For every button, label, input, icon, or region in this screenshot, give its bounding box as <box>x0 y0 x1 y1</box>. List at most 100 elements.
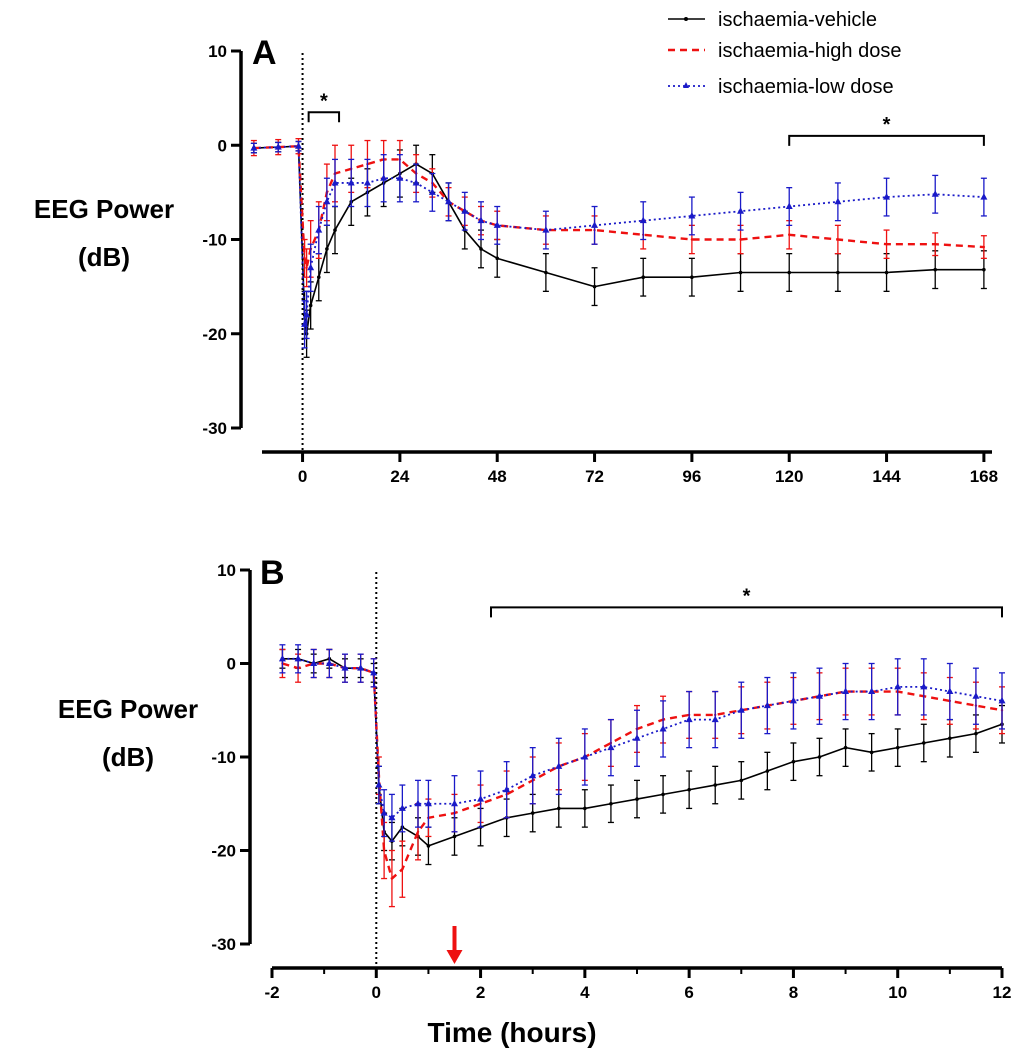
panel-a-point-low-dose <box>883 193 891 200</box>
panel-b-point-low-dose <box>380 809 388 816</box>
panel-a-point-vehicle <box>690 275 694 280</box>
panel-b-point-low-dose <box>370 668 378 676</box>
panel-a-point-low-dose <box>274 143 282 150</box>
panel-a-x-tick-label: 144 <box>872 467 901 486</box>
panel-a-point-low-dose <box>834 197 842 205</box>
panel-a-label: A <box>252 34 277 72</box>
panel-b-point-low-dose <box>375 781 383 788</box>
panel-a-y-tick-label: -30 <box>202 419 227 438</box>
panel-b-point-vehicle <box>583 806 587 811</box>
panel-b-point-low-dose <box>842 687 850 695</box>
panel-a-point-low-dose <box>542 226 550 233</box>
panel-b-significance-bracket <box>490 606 1003 618</box>
panel-a-point-high-dose <box>885 243 888 246</box>
panel-b-point-low-dose <box>711 715 719 723</box>
legend: ischaemia-vehicle ischaemia-high dose is… <box>668 9 901 98</box>
panel-a-point-low-dose <box>980 193 988 200</box>
panel-a-point-high-dose <box>305 266 308 269</box>
panel-a-point-vehicle <box>308 303 313 308</box>
panel-b-point-low-dose <box>325 659 333 666</box>
panel-a-point-low-dose <box>461 207 469 214</box>
panel-b-point-low-dose <box>477 795 485 802</box>
panel-b-point-vehicle <box>609 801 613 806</box>
legend-label-low-dose: ischaemia-low dose <box>718 76 894 98</box>
panel-a-line-high-dose <box>253 144 984 269</box>
panel-a-x-tick-label: 24 <box>390 467 409 486</box>
panel-a-x-tick-label: 96 <box>682 467 701 486</box>
panel-b-point-low-dose <box>357 664 365 671</box>
panel-a-point-low-dose <box>477 216 485 224</box>
panel-b-point-low-dose <box>529 771 537 779</box>
panel-b-x-tick-label: 10 <box>888 983 907 1002</box>
panel-b-point-low-dose <box>398 804 406 811</box>
panel-b-point-vehicle <box>635 797 639 801</box>
panel-b-y-axis-unit: (dB) <box>102 742 154 772</box>
legend-marker-vehicle <box>684 17 688 21</box>
panel-b-x-tick-label: 8 <box>789 983 798 1002</box>
panel-b-point-low-dose <box>920 682 928 690</box>
panel-b-y-tick-label: -20 <box>211 842 236 861</box>
panel-b-y-tick-label: 0 <box>227 655 236 674</box>
panel-a-y-axis-unit: (dB) <box>78 242 130 272</box>
panel-b-x-tick-label: -2 <box>264 983 279 1002</box>
panel-a-point-vehicle <box>544 270 548 275</box>
panel-b-label: B <box>260 554 285 592</box>
panel-a-point-low-dose <box>363 178 371 186</box>
panel-b-significance-star: * <box>743 585 751 607</box>
panel-a-point-low-dose <box>380 174 388 181</box>
panel-a-x-tick-label: 48 <box>488 467 507 486</box>
panel-a-point-low-dose <box>331 178 339 186</box>
panel-a-point-vehicle <box>325 247 329 251</box>
panel-a-point-high-dose <box>934 243 937 246</box>
panel-b-point-low-dose <box>633 734 641 741</box>
legend-item-high-dose: ischaemia-high dose <box>668 40 901 62</box>
panel-a-point-high-dose <box>690 238 694 241</box>
panel-a-point-low-dose <box>493 221 501 228</box>
panel-a-significance-bracket <box>307 111 341 123</box>
panel-b-point-low-dose <box>607 743 615 751</box>
panel-a-point-low-dose <box>639 216 647 224</box>
legend-item-low-dose: ischaemia-low dose <box>668 76 894 98</box>
panel-b-point-vehicle <box>895 745 900 750</box>
panel-b-point-low-dose <box>388 813 396 821</box>
panel-a-point-low-dose <box>347 178 355 186</box>
panel-a-point-high-dose <box>788 233 791 236</box>
panel-a-point-low-dose <box>295 142 302 149</box>
panel-a-y-axis-title: EEG Power <box>34 194 174 224</box>
panel-b-point-low-dose <box>763 701 771 709</box>
panel-b-point-vehicle <box>869 750 874 755</box>
panel-a-y-tick-label: 10 <box>208 42 227 61</box>
panel-a-y-tick-label: -10 <box>202 231 227 250</box>
panel-b-y-axis-title: EEG Power <box>58 694 198 724</box>
panel-a-point-low-dose <box>301 320 309 327</box>
panel-b-point-low-dose <box>341 664 349 671</box>
panel-b-point-vehicle <box>974 731 978 736</box>
panel-b-point-low-dose <box>581 753 589 760</box>
panel-a-point-low-dose <box>688 211 696 219</box>
panel-a-point-low-dose <box>412 178 420 186</box>
panel-a-point-vehicle <box>592 284 597 289</box>
panel-a-point-low-dose <box>307 263 315 271</box>
panel-a-point-high-dose <box>836 238 840 241</box>
panel-b-y-tick-label: 10 <box>217 561 236 580</box>
panel-a-x-tick-label: 0 <box>298 467 307 486</box>
panel-b-point-low-dose <box>894 682 902 690</box>
panel-b-point-vehicle <box>556 806 561 811</box>
panel-a-point-vehicle <box>316 275 321 280</box>
legend-marker-low-dose <box>683 82 689 88</box>
panel-b-point-low-dose <box>816 692 823 699</box>
panel-a-chart: 10 0 -10 -20 -30 0 24 48 72 96 120 144 168 * * A EEG Pow… <box>34 34 998 486</box>
panel-b-point-vehicle <box>452 834 457 839</box>
panel-b-point-low-dose <box>972 692 980 699</box>
panel-a-significance-star: * <box>883 114 891 136</box>
panel-a-point-vehicle <box>982 267 986 272</box>
panel-a-line-low-dose <box>253 145 984 326</box>
panel-a-point-low-dose <box>396 174 404 181</box>
panel-b-point-vehicle <box>530 811 535 815</box>
panel-b-point-vehicle <box>817 755 822 759</box>
panel-a-significance-bracket <box>788 134 985 146</box>
panel-b-point-low-dose <box>737 706 745 713</box>
panel-b-point-low-dose <box>659 724 667 732</box>
